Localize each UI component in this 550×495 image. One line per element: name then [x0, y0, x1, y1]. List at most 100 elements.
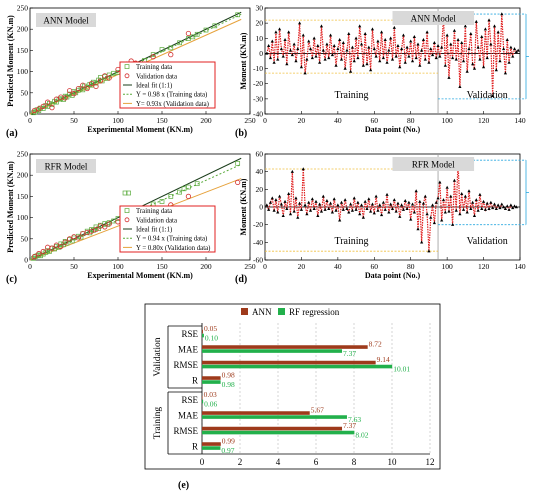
validation-point	[93, 83, 99, 90]
data-point	[301, 167, 305, 171]
data-point	[272, 60, 276, 64]
training-point	[190, 34, 196, 40]
bar-ann	[202, 395, 203, 400]
data-point	[410, 59, 415, 63]
x-tick-label: 200	[200, 262, 212, 271]
y-tick-label: 200	[17, 171, 29, 180]
data-point	[438, 180, 442, 184]
legend-entry: Ideal fit (1:1)	[136, 83, 172, 90]
data-point	[390, 206, 395, 210]
bar-rf	[202, 349, 343, 353]
data-point	[403, 60, 407, 64]
validation-point	[102, 73, 108, 79]
panel-label: (c)	[6, 274, 17, 285]
data-point	[423, 57, 427, 61]
bar-rf	[202, 446, 221, 450]
x-tick-label: 200	[200, 116, 212, 125]
y-tick-label: -30	[253, 94, 263, 103]
data-point	[279, 202, 283, 206]
data-point	[314, 199, 318, 203]
data-point	[496, 203, 500, 207]
data-label-ann: 0.03	[204, 390, 217, 399]
data-point	[332, 44, 336, 48]
data-point	[514, 50, 518, 54]
data-point	[463, 194, 467, 198]
legend-entry-ann: ANN	[252, 307, 272, 317]
data-point	[387, 210, 391, 214]
data-point	[349, 69, 353, 73]
legend-swatch-training	[124, 64, 130, 69]
legend-entry: Y = 0.80x (Validation data)	[136, 245, 210, 252]
data-point	[319, 209, 324, 213]
data-point	[372, 211, 376, 215]
training-point	[168, 45, 174, 51]
data-point	[308, 208, 313, 212]
data-point	[352, 59, 356, 63]
data-point	[512, 204, 517, 208]
data-point	[287, 191, 291, 195]
x-tick-label: 12	[426, 457, 435, 467]
y-tick-label: 150	[17, 192, 29, 201]
data-point	[389, 202, 393, 206]
data-point	[481, 65, 486, 69]
data-point	[367, 197, 371, 201]
data-point	[307, 200, 311, 204]
data-point	[423, 194, 427, 198]
data-point	[350, 45, 355, 49]
data-point	[376, 39, 380, 43]
data-point	[449, 194, 453, 198]
data-label-rf: 10.01	[393, 364, 410, 373]
data-point	[456, 38, 460, 41]
data-point	[440, 218, 444, 222]
data-point	[334, 63, 338, 67]
data-point	[332, 197, 336, 201]
data-point	[294, 196, 298, 200]
chart-title: ANN Model	[411, 14, 457, 24]
data-point	[416, 227, 420, 231]
data-point	[328, 33, 333, 37]
region-label-validation: Validation	[467, 236, 508, 247]
data-point	[465, 69, 469, 73]
data-point	[452, 28, 457, 32]
data-label-ann: 0.99	[222, 436, 235, 445]
validation-point	[97, 78, 104, 84]
data-point	[323, 207, 327, 211]
x-tick-label: 150	[156, 116, 168, 125]
legend-swatch-training	[124, 208, 130, 213]
x-tick-label: 0	[263, 262, 267, 271]
validation-point	[102, 224, 108, 230]
data-point	[447, 209, 451, 213]
data-point	[385, 192, 389, 196]
metric-label: RSE	[181, 329, 198, 339]
data-point	[458, 212, 462, 216]
data-point	[281, 214, 285, 218]
data-point	[358, 24, 362, 28]
data-point	[441, 198, 446, 202]
data-point	[425, 212, 429, 216]
data-point	[288, 48, 293, 52]
data-point	[383, 38, 387, 41]
training-point	[150, 52, 156, 57]
data-point	[461, 59, 466, 63]
y-axis-label: Moment (KN.m)	[239, 32, 248, 89]
data-point	[285, 62, 289, 66]
panel-e: 0 2 4 6 8 10 12 ANN RF regression RSE 0.050.10 MAE 8…	[144, 303, 441, 491]
panel-label: (d)	[235, 274, 247, 285]
data-point	[511, 54, 515, 58]
data-point	[414, 56, 418, 60]
data-point	[489, 42, 493, 46]
validation-point	[62, 95, 68, 101]
data-point	[400, 203, 404, 207]
data-point	[421, 201, 426, 205]
data-point	[503, 206, 508, 210]
series-line	[266, 160, 517, 252]
validation-point	[168, 52, 174, 58]
data-point	[363, 199, 367, 203]
validation-point	[75, 85, 82, 92]
data-point	[469, 206, 473, 210]
metric-label: RMSE	[173, 360, 198, 370]
data-label-ann: 0.05	[204, 324, 217, 333]
data-point	[492, 24, 497, 28]
data-point	[485, 56, 489, 60]
data-point	[336, 47, 340, 51]
